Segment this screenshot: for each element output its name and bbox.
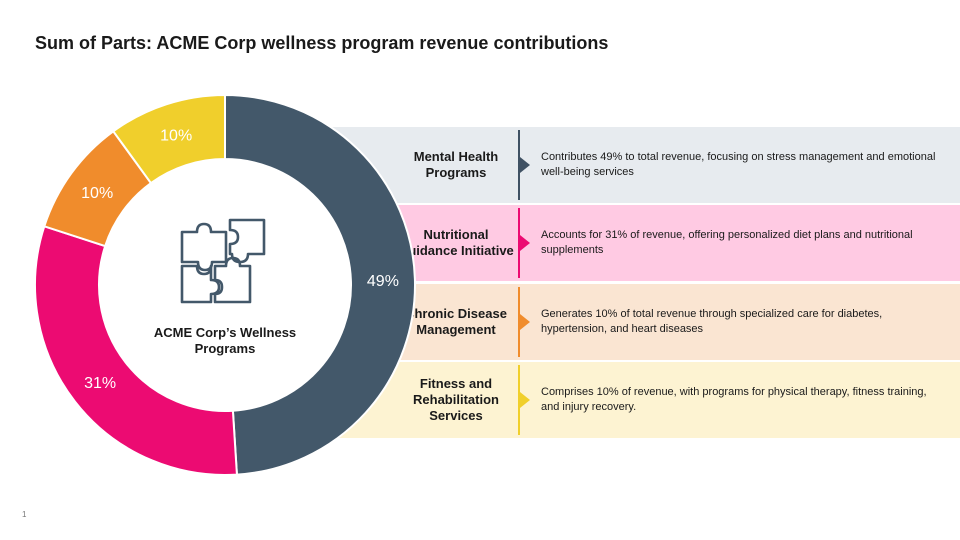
slice-fitness-label: 10% (160, 128, 192, 145)
arrow-mental-health (520, 157, 530, 173)
band-nutritional (330, 205, 960, 281)
arrow-nutritional (520, 235, 530, 251)
slice-mental-health-label: 49% (367, 273, 399, 290)
divider-chronic (518, 287, 520, 357)
slide-number: 1 (22, 510, 27, 519)
band-desc-chronic: Generates 10% of total revenue through s… (541, 308, 883, 335)
band-label-mental-health: Mental Health Programs (413, 149, 499, 180)
band-fitness (330, 362, 960, 438)
slice-mental-health (224, 93, 416, 476)
band-mental-health (330, 127, 960, 203)
arrow-fitness (520, 392, 530, 408)
band-desc-fitness: Comprises 10% of revenue, with programs … (541, 386, 927, 413)
center-label: ACME Corp’s Wellness Programs (153, 325, 297, 356)
page-title: Sum of Parts: ACME Corp wellness program… (35, 33, 609, 53)
slice-fitness (111, 93, 226, 185)
band-desc-mental-health: Contributes 49% to total revenue, focusi… (541, 151, 936, 178)
band-label-fitness: Fitness and Rehabilitation Services (413, 376, 499, 423)
divider-fitness (518, 365, 520, 435)
slice-chronic-label: 10% (81, 185, 113, 202)
band-desc-nutritional: Accounts for 31% of revenue, offering pe… (541, 229, 913, 256)
slice-nutritional (34, 225, 238, 476)
arrow-chronic (520, 314, 530, 330)
band-label-nutritional: Nutritional Guidance Initiative (398, 227, 514, 258)
band-label-chronic: Chronic Disease Management (405, 306, 507, 337)
donut-hole (99, 159, 351, 411)
divider-nutritional (518, 208, 520, 278)
slice-nutritional-label: 31% (84, 375, 116, 392)
band-chronic (330, 284, 960, 360)
puzzle-icon (180, 218, 266, 304)
divider-mental-health (518, 130, 520, 200)
